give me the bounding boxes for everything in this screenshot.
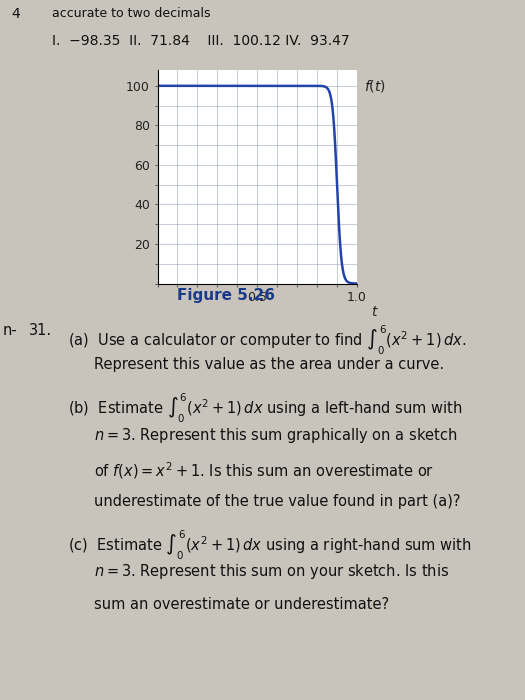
Text: accurate to two decimals: accurate to two decimals (52, 7, 211, 20)
Text: of $f(x) = x^2 + 1$. Is this sum an overestimate or: of $f(x) = x^2 + 1$. Is this sum an over… (94, 460, 435, 481)
Text: (c)  Estimate $\int_0^6(x^2+1)\,dx$ using a right-hand sum with: (c) Estimate $\int_0^6(x^2+1)\,dx$ using… (68, 528, 472, 561)
Text: 4: 4 (12, 7, 20, 21)
Text: $n = 3$. Represent this sum graphically on a sketch: $n = 3$. Represent this sum graphically … (94, 426, 458, 444)
Text: (b)  Estimate $\int_0^6(x^2+1)\,dx$ using a left-hand sum with: (b) Estimate $\int_0^6(x^2+1)\,dx$ using… (68, 391, 463, 425)
Text: underestimate of the true value found in part (a)?: underestimate of the true value found in… (94, 494, 461, 509)
Text: $f(t)$: $f(t)$ (364, 78, 386, 94)
Text: $t$: $t$ (371, 305, 379, 319)
Text: sum an overestimate or underestimate?: sum an overestimate or underestimate? (94, 596, 390, 612)
Text: Represent this value as the area under a curve.: Represent this value as the area under a… (94, 357, 445, 372)
Text: I.  −98.35  II.  71.84    III.  100.12 IV.  93.47: I. −98.35 II. 71.84 III. 100.12 IV. 93.4… (52, 34, 350, 48)
Text: Figure 5.26: Figure 5.26 (177, 288, 275, 303)
Text: 31.: 31. (29, 323, 52, 338)
Text: $n = 3$. Represent this sum on your sketch. Is this: $n = 3$. Represent this sum on your sket… (94, 563, 449, 582)
Text: n-: n- (3, 323, 17, 338)
Text: (a)  Use a calculator or computer to find $\int_0^6(x^2+1)\,dx$.: (a) Use a calculator or computer to find… (68, 323, 467, 356)
